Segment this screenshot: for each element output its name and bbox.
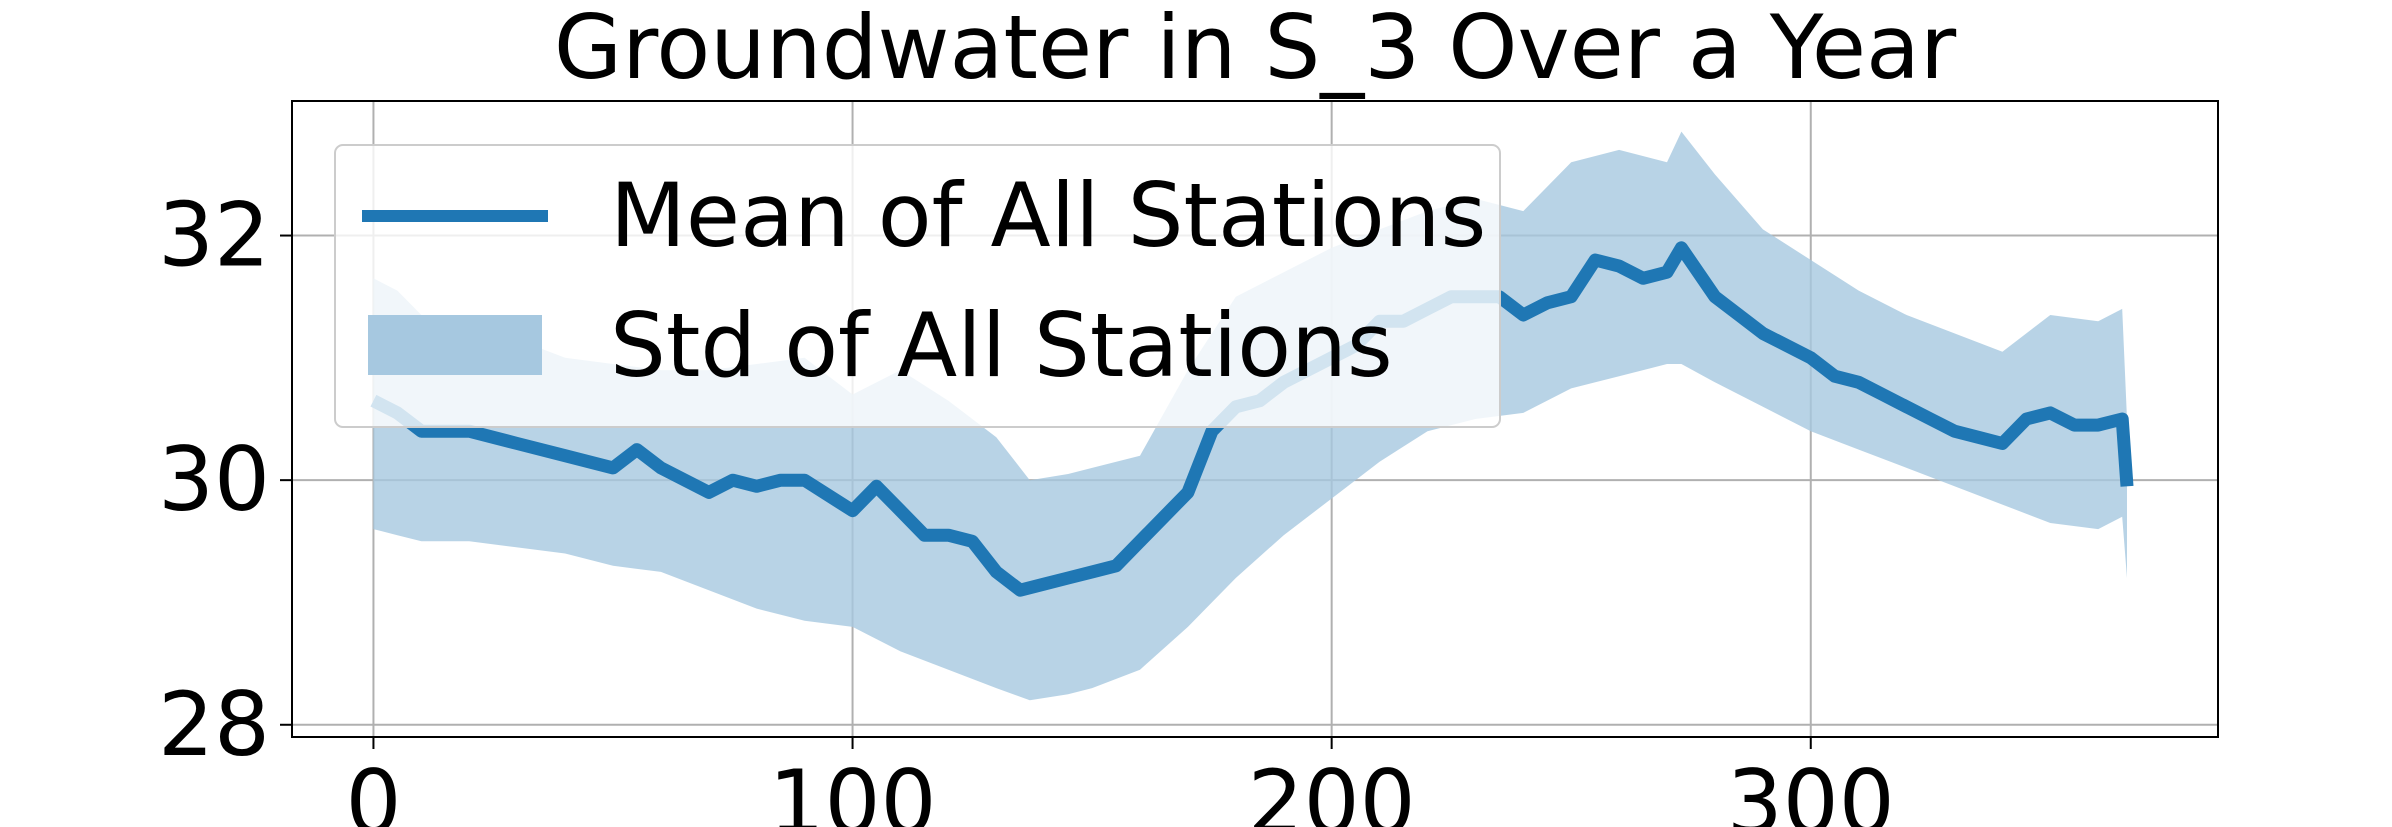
legend-box [334, 144, 1501, 428]
x-tick-label: 200 [1248, 751, 1416, 827]
y-tick-label: 28 [158, 673, 270, 776]
plot-frame [291, 100, 2219, 738]
x-tick-label: 100 [769, 751, 937, 827]
x-tick-label: 0 [345, 751, 401, 827]
legend-label-std: Std of All Stations [610, 294, 1393, 397]
x-tick-label: 300 [1727, 751, 1895, 827]
y-tick-label: 30 [158, 428, 270, 531]
y-tick-label: 32 [158, 184, 270, 287]
x-axis: 0 100 200 300 [345, 737, 1895, 827]
legend: Mean of All Stations Std of All Stations [334, 144, 1501, 428]
legend-label-mean: Mean of All Stations [610, 164, 1486, 267]
legend-std-swatch [368, 315, 542, 375]
chart-title: Groundwater in S_3 Over a Year [554, 0, 1957, 99]
y-axis: 28 30 32 [158, 184, 292, 776]
